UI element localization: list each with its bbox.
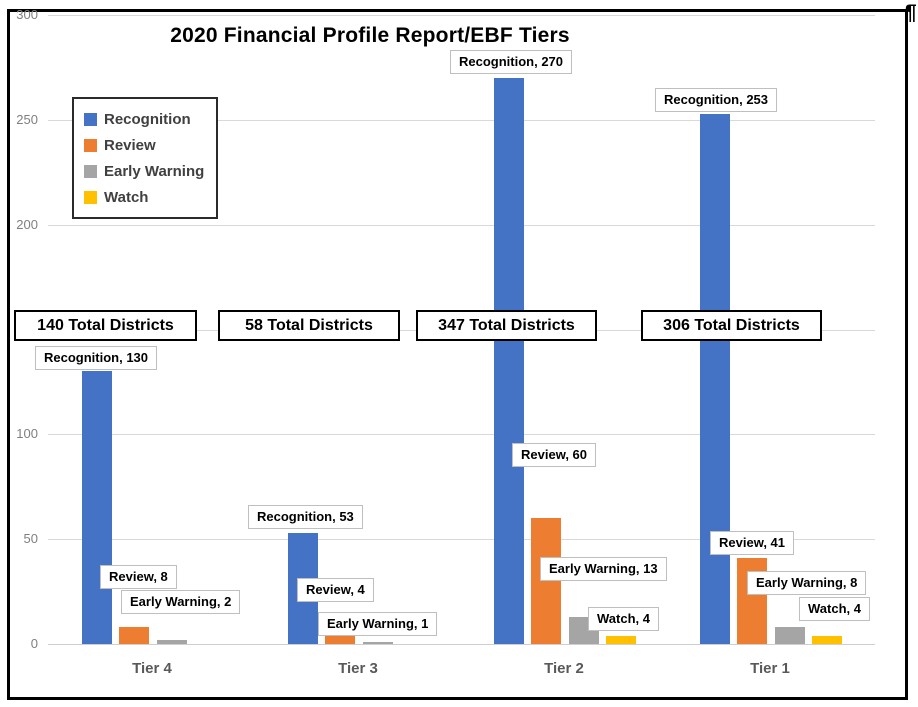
legend-item-recognition: Recognition — [84, 106, 216, 132]
gridline-200 — [48, 224, 875, 226]
x-axis-category-label-tier-2: Tier 2 — [544, 660, 584, 677]
data-label-recognition-270: Recognition, 270 — [450, 50, 573, 74]
legend-label-recognition: Recognition — [104, 110, 191, 128]
legend-item-watch: Watch — [84, 184, 216, 210]
y-axis-tick-label-250: 250 — [16, 111, 38, 127]
data-label-early-warning-13: Early Warning, 13 — [540, 557, 667, 581]
bar-recognition-tier-1 — [699, 113, 730, 644]
data-label-review-4: Review, 4 — [297, 578, 374, 602]
data-label-watch-4: Watch, 4 — [588, 607, 659, 631]
data-label-recognition-253: Recognition, 253 — [655, 88, 778, 112]
data-label-early-warning-1: Early Warning, 1 — [318, 612, 438, 636]
data-label-early-warning-2: Early Warning, 2 — [121, 590, 241, 614]
y-axis-tick-label-200: 200 — [16, 216, 38, 232]
legend-swatch-icon-recognition — [84, 112, 97, 126]
gridline-300 — [48, 15, 875, 16]
data-label-watch-4: Watch, 4 — [799, 597, 870, 621]
legend-swatch-icon-early-warning — [84, 164, 97, 178]
gridline-250 — [48, 119, 875, 121]
legend-swatch-icon-watch — [84, 190, 97, 204]
legend-item-early-warning: Early Warning — [84, 158, 216, 184]
chart-title: 2020 Financial Profile Report/EBF Tiers — [170, 24, 570, 47]
legend-item-review: Review — [84, 132, 216, 158]
data-label-review-60: Review, 60 — [512, 443, 597, 467]
bar-review-tier-2 — [531, 518, 561, 644]
total-districts-label-306-total-districts: 306 Total Districts — [641, 310, 822, 341]
total-districts-label-347-total-districts: 347 Total Districts — [416, 310, 597, 341]
total-districts-label-58-total-districts: 58 Total Districts — [218, 310, 400, 341]
gridline-0 — [48, 644, 875, 645]
gridline-50 — [48, 539, 875, 541]
bar-early-warning-tier-1 — [774, 627, 805, 644]
gridline-100 — [48, 434, 875, 436]
chart-legend: Recognition Review Early Warning Watch — [72, 97, 218, 219]
bar-early-warning-tier-3 — [362, 641, 393, 644]
y-axis-tick-label-100: 100 — [16, 426, 38, 442]
bar-early-warning-tier-4 — [156, 639, 187, 644]
bar-review-tier-3 — [325, 635, 355, 644]
bar-recognition-tier-2 — [493, 77, 524, 644]
y-axis-tick-label-300: 300 — [16, 7, 38, 22]
legend-label-review: Review — [104, 136, 156, 154]
bar-recognition-tier-4 — [81, 371, 112, 644]
data-label-review-8: Review, 8 — [100, 565, 177, 589]
bar-review-tier-4 — [119, 627, 149, 644]
legend-swatch-icon-review — [84, 138, 97, 152]
y-axis-tick-label-0: 0 — [30, 636, 38, 651]
pilcrow-paragraph-mark: ¶ — [905, 1, 917, 24]
x-axis-category-label-tier-3: Tier 3 — [338, 660, 378, 677]
x-axis-category-label-tier-1: Tier 1 — [750, 660, 790, 677]
data-label-review-41: Review, 41 — [710, 531, 795, 555]
data-label-early-warning-8: Early Warning, 8 — [747, 571, 867, 595]
bar-watch-tier-1 — [812, 635, 842, 644]
x-axis-category-label-tier-4: Tier 4 — [132, 660, 172, 677]
total-districts-label-140-total-districts: 140 Total Districts — [14, 310, 197, 341]
bar-watch-tier-2 — [606, 635, 636, 644]
data-label-recognition-130: Recognition, 130 — [35, 346, 158, 370]
y-axis-tick-label-50: 50 — [23, 531, 38, 547]
legend-label-watch: Watch — [104, 188, 149, 206]
data-label-recognition-53: Recognition, 53 — [248, 505, 363, 529]
legend-label-early-warning: Early Warning — [104, 162, 205, 180]
